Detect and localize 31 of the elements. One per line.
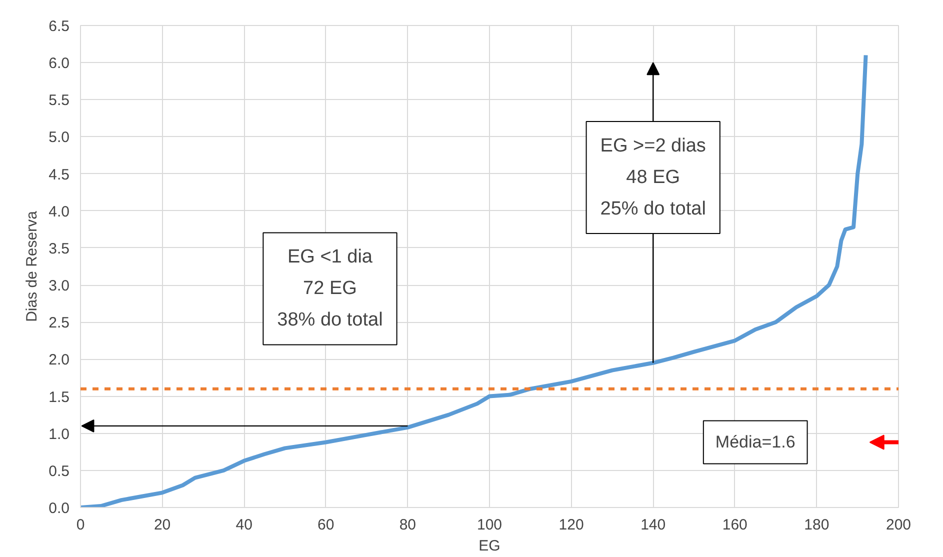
y-tick-label: 6.5 — [48, 18, 70, 35]
y-tick-label: 2.0 — [48, 352, 70, 369]
x-tick-label: 40 — [236, 516, 252, 534]
y-tick-label: 1.0 — [48, 426, 70, 443]
x-axis-title: EG — [478, 538, 500, 554]
ref-line-label: Média=1.6 — [715, 432, 796, 452]
line-series — [80, 53, 868, 508]
y-tick-label: 5.5 — [48, 92, 70, 110]
x-tick-label: 60 — [318, 516, 334, 534]
x-tick-label: 20 — [154, 516, 171, 534]
y-tick-label: 0.5 — [48, 462, 70, 480]
y-tick-label: 6.0 — [48, 55, 70, 72]
x-tick-label: 180 — [804, 516, 830, 534]
annotation: EG <1 dia 72 EG 38% do total — [277, 246, 383, 331]
y-tick-label: 3.0 — [48, 278, 70, 295]
x-tick-label: 160 — [722, 516, 748, 534]
y-tick-label: 0.0 — [48, 500, 70, 517]
x-tick-label: 0 — [76, 516, 85, 534]
y-tick-label: 4.5 — [48, 166, 70, 184]
y-tick-label: 2.5 — [48, 314, 70, 332]
x-tick-label: 140 — [640, 516, 666, 534]
x-tick-label: 80 — [399, 516, 416, 534]
x-tick-label: 100 — [476, 516, 502, 534]
y-axis-title: Dias de Reserva — [24, 210, 41, 322]
x-tick-label: 200 — [886, 516, 912, 534]
y-tick-label: 3.5 — [48, 240, 70, 258]
y-tick-label: 4.0 — [48, 203, 70, 220]
y-tick-label: 5.0 — [48, 129, 70, 146]
annotation: EG >=2 dias 48 EG 25% do total — [600, 136, 706, 220]
y-tick-label: 1.5 — [48, 388, 70, 406]
x-tick-label: 120 — [558, 516, 584, 534]
